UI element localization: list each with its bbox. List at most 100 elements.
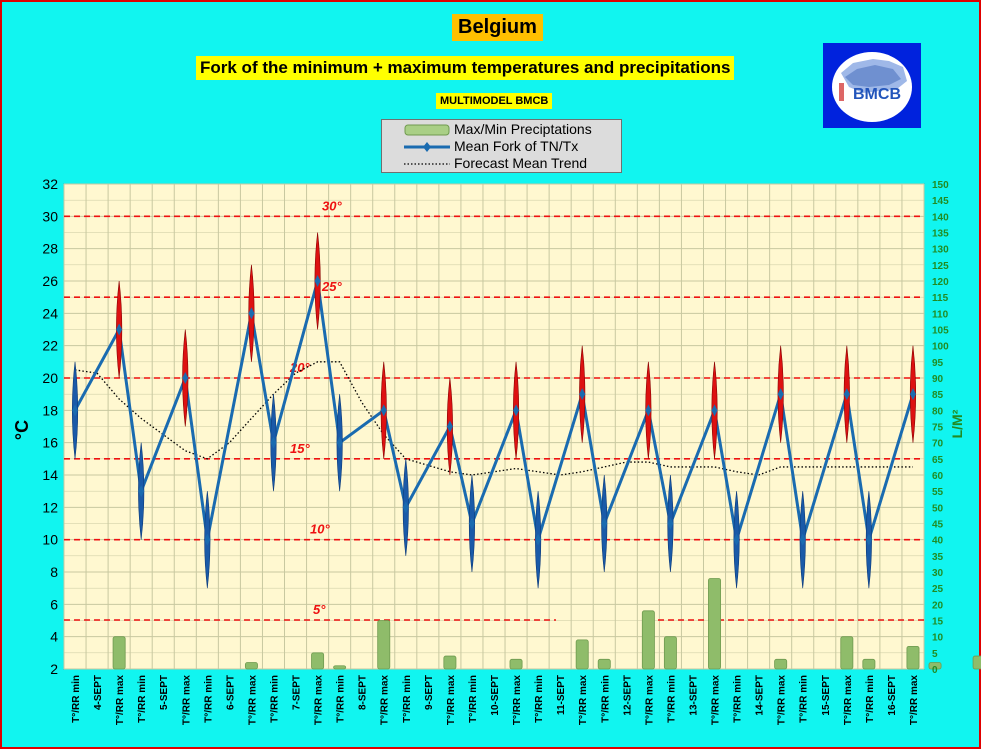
x-tick-label: T°/RR min [733,675,744,723]
y-tick-label: 30 [42,208,58,224]
fork-point [843,388,850,401]
precip-bar [112,636,126,670]
y-tick-label: 2 [50,661,58,677]
x-tick-label: T°/RR min [137,675,148,723]
fork-point [468,517,475,530]
bmcb-logo: BMCB [823,43,921,128]
x-tick-label: T°/RR min [203,675,214,723]
y2-tick-label: 50 [932,503,944,514]
y-tick-label: 26 [42,273,58,289]
y2-tick-label: 30 [932,568,944,579]
threshold-label: 10° [310,522,330,537]
x-tick-label: T°/RR min [71,675,82,723]
x-tick-label: 9-SEPT [424,675,435,710]
x-tick-label: T°/RR max [512,675,523,726]
legend-item-fork: Mean Fork of TN/Tx [382,138,621,155]
x-tick-label: T°/RR min [269,675,280,723]
x-tick-label: T°/RR max [380,675,391,726]
precip-legend-icon [404,124,450,136]
fork-point [513,404,520,417]
y-tick-label: 6 [50,596,58,612]
x-axis: T°/RR min 4-SEPT T°/RR max T°/RR min 5-SEPT T… [71,675,920,726]
fork-point [667,517,674,530]
y-tick-label: 18 [42,402,58,418]
precip-bar [311,652,325,670]
x-tick-label: T°/RR max [247,675,258,726]
y-tick-label: 24 [42,305,58,321]
precip-bar [862,658,876,670]
y2-tick-label: 135 [932,229,949,240]
x-tick-label: T°/RR max [314,675,325,726]
x-tick-label: 5-SEPT [159,675,170,710]
y-tick-label: 22 [42,338,58,354]
x-tick-label: T°/RR max [181,675,192,726]
precip-bar [597,658,611,670]
y2-tick-label: 90 [932,374,944,385]
x-tick-label: 13-SEPT [688,675,699,716]
x-tick-label: T°/RR min [865,675,876,723]
x-tick-label: T°/RR max [115,675,126,726]
trend-line [74,361,913,476]
fork-point [248,307,255,320]
country-title: Belgium [452,14,543,41]
x-tick-label: T°/RR min [799,675,810,723]
x-tick-label: 6-SEPT [225,675,236,710]
fork-point [380,404,387,417]
threshold-label: 30° [322,198,342,213]
x-tick-label: T°/RR max [644,675,655,726]
y2-tick-label: 80 [932,406,944,417]
y2-tick-label: 20 [932,600,944,611]
y2-tick-label: 55 [932,487,944,498]
precip-bar [663,636,677,670]
precip-bar [972,655,981,670]
threshold-label: 15° [290,441,310,456]
logo-icon: BMCB [832,52,912,122]
y2-tick-label: 40 [932,536,944,547]
x-tick-label: 4-SEPT [93,675,104,710]
fork-point [72,404,79,417]
fork-point [182,372,189,384]
y2-tick-label: 85 [932,390,944,401]
y2-tick-label: 15 [932,617,944,628]
x-tick-label: T°/RR max [909,675,920,726]
y2-tick-label: 110 [932,309,949,320]
x-tick-label: T°/RR max [446,675,457,726]
fork-point [579,388,586,401]
y-tick-label: 4 [50,629,58,645]
precip-bar [774,658,788,670]
legend-item-trend: Forecast Mean Trend [382,155,621,172]
precip-bar [641,610,655,670]
threshold-label: 5° [313,602,326,617]
precip-bar [244,662,258,670]
x-tick-label: 7-SEPT [292,675,303,710]
legend-item-precip: Max/Min Preciptations [382,121,621,138]
logo-text: BMCB [853,86,901,103]
x-tick-label: T°/RR max [843,675,854,726]
precip-bar [708,578,721,670]
precip-bar [575,639,589,670]
y-tick-label: 10 [42,532,58,548]
y2-tick-label: 75 [932,423,944,434]
y2-tick-label: 120 [932,277,949,288]
y2-tick-label: 125 [932,261,949,272]
x-tick-label: 11-SEPT [556,675,567,715]
precip-bar [906,645,920,670]
x-tick-label: 10-SEPT [490,675,501,716]
y-tick-label: 28 [42,241,58,257]
x-tick-label: T°/RR min [600,675,611,723]
precip-bar [928,662,942,670]
y2-tick-label: 70 [932,439,944,450]
y2-axis-title: L/M² [949,409,965,438]
x-tick-label: T°/RR max [578,675,589,726]
x-tick-label: 15-SEPT [821,675,832,716]
x-tick-label: T°/RR min [402,675,413,723]
x-tick-label: T°/RR min [468,675,479,723]
y2-tick-label: 105 [932,326,949,337]
y2-tick-label: 45 [932,520,944,531]
fork-point [535,533,542,546]
y2-tick-label: 25 [932,584,944,595]
legend-label-trend: Forecast Mean Trend [454,155,588,171]
fork-point [711,404,718,417]
fork-point [799,533,806,546]
